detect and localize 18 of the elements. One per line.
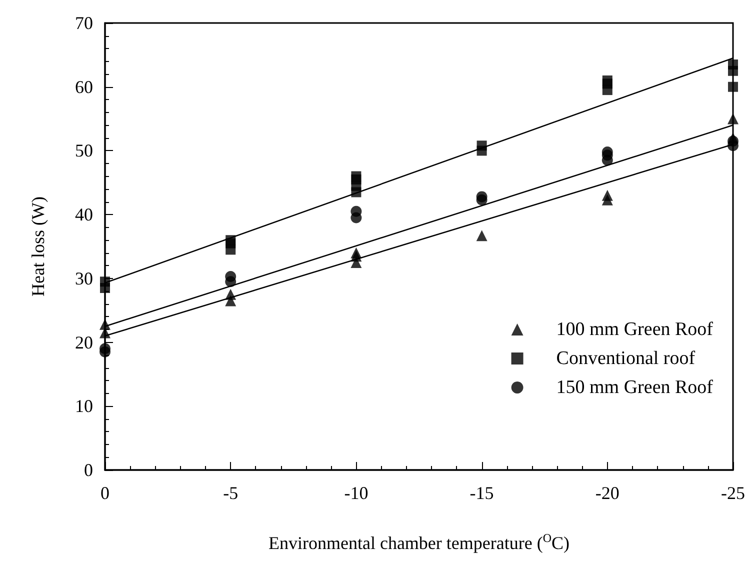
legend-label: Conventional roof xyxy=(556,348,696,369)
x-tick-label: -15 xyxy=(470,483,494,503)
y-tick-label: 50 xyxy=(75,140,93,161)
y-tick-label: 40 xyxy=(75,204,93,225)
x-tick-label: 0 xyxy=(100,483,110,503)
y-tick-label: 70 xyxy=(75,13,93,33)
y-tick-label: 60 xyxy=(75,76,93,97)
y-tick-label: 10 xyxy=(75,396,93,416)
y-axis-title: Heat loss (W) xyxy=(28,196,48,296)
y-tick-label: 20 xyxy=(75,332,93,352)
x-tick-label: -25 xyxy=(721,483,746,503)
x-tick-label: -20 xyxy=(595,483,620,503)
y-tick-label: 30 xyxy=(75,268,93,288)
legend-label: 100 mm Green Roof xyxy=(556,319,714,340)
x-tick-label: -10 xyxy=(344,483,368,503)
x-tick-label: -5 xyxy=(223,483,238,503)
y-tick-label: 0 xyxy=(84,460,93,480)
legend-label: 150 mm Green Roof xyxy=(556,377,714,398)
